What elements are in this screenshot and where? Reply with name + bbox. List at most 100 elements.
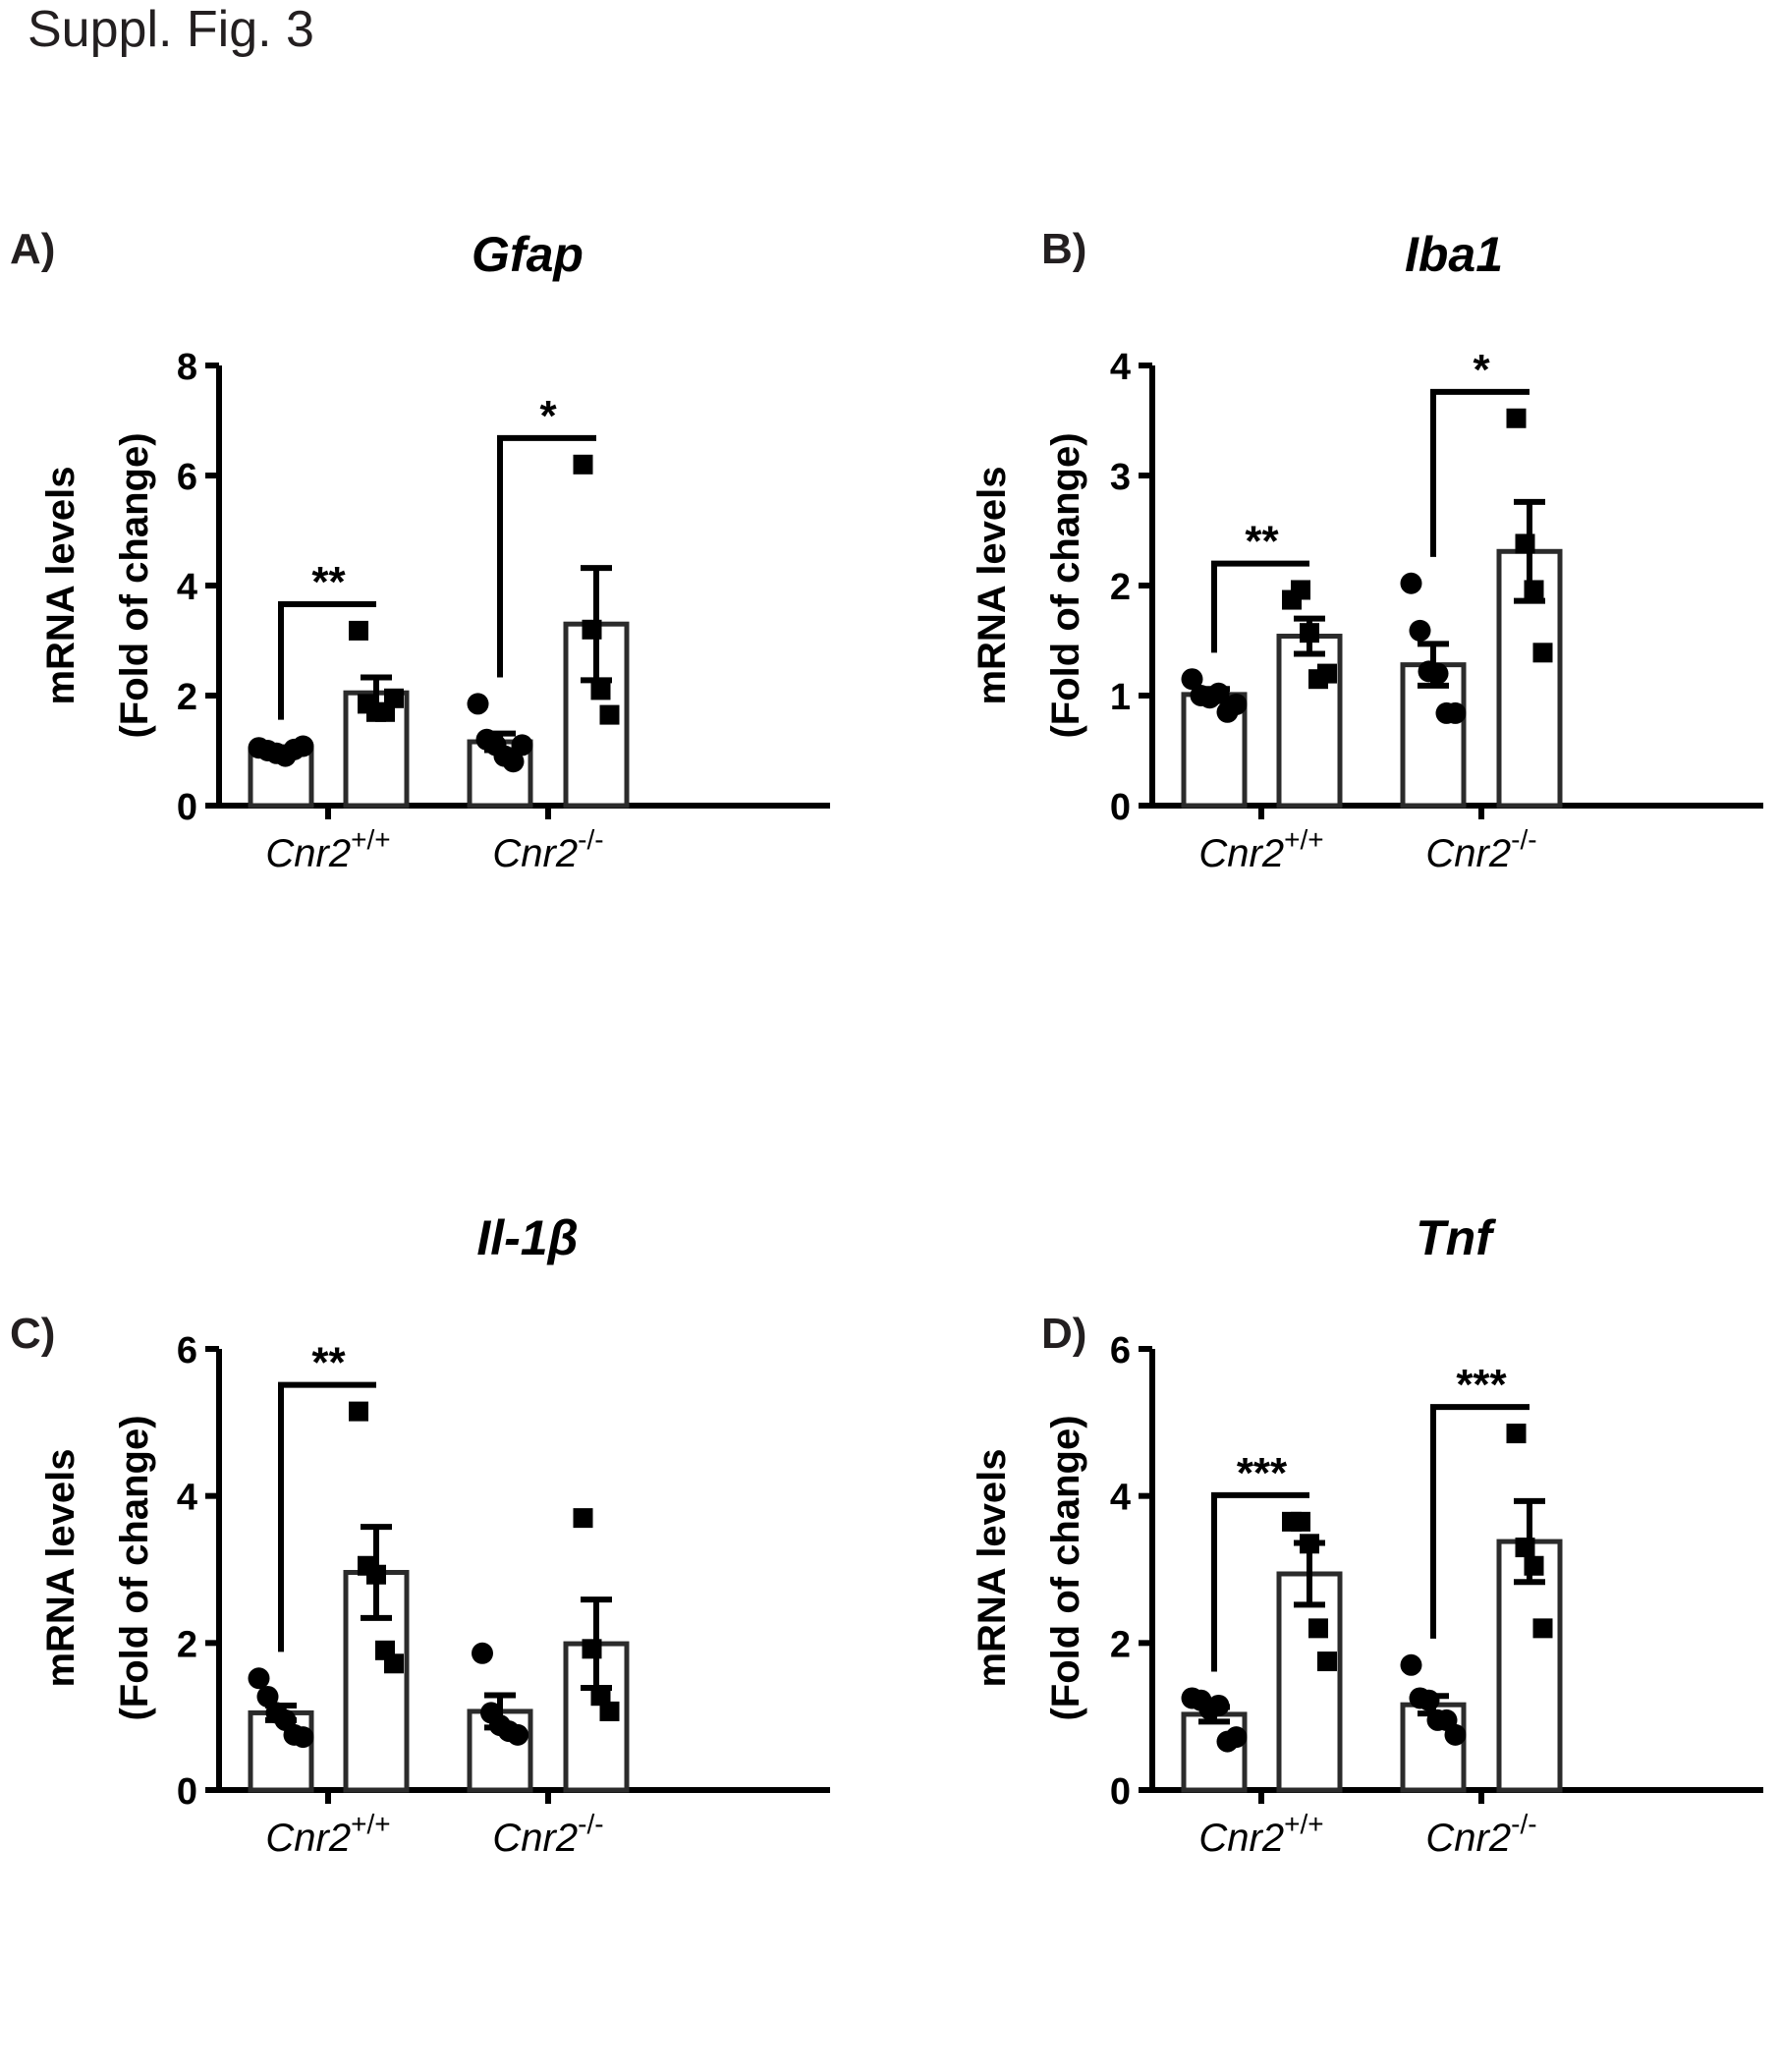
data-point-square — [1532, 1618, 1553, 1639]
significance-label: *** — [1237, 1449, 1288, 1497]
data-point-square — [1291, 580, 1310, 600]
data-point-circle — [1444, 1723, 1467, 1746]
data-point-square — [349, 1401, 368, 1422]
data-point-circle — [292, 1726, 314, 1749]
data-point-square — [1317, 663, 1337, 684]
y-axis-label: (Fold of change) — [1044, 1415, 1087, 1720]
y-axis-label: mRNA levels — [39, 1448, 83, 1687]
y-axis-label: (Fold of change) — [113, 1415, 156, 1720]
panel-title: Gfap — [472, 227, 584, 282]
figure-title: Suppl. Fig. 3 — [28, 1, 314, 58]
significance-bracket — [497, 434, 596, 678]
y-tick-label: 6 — [177, 457, 197, 498]
data-point-square — [1506, 408, 1527, 428]
y-axis-label: (Fold of change) — [1044, 432, 1087, 738]
y-tick-label: 6 — [177, 1330, 197, 1372]
y-tick-label: 4 — [177, 1478, 197, 1519]
genotype-superscript: +/+ — [351, 1809, 390, 1839]
data-point-circle — [292, 735, 314, 757]
significance-bracket — [1430, 1404, 1530, 1639]
data-point-circle — [1225, 1726, 1248, 1749]
panel-letter: D) — [1041, 1310, 1086, 1358]
x-tick-label: Cnr2+/+ — [1198, 824, 1323, 875]
panel-letter: B) — [1041, 225, 1086, 273]
genotype-superscript: -/- — [1511, 1809, 1536, 1839]
data-point-square — [384, 688, 404, 708]
panel-b: B) Iba1 mRNA levels (Fold of change) 0 1 2 3 4 Cn… — [971, 225, 1763, 875]
genotype-superscript: +/+ — [1284, 824, 1323, 855]
x-tick-label: Cnr2+/+ — [265, 1809, 390, 1860]
data-point-circle — [1444, 701, 1467, 724]
bar — [1276, 634, 1343, 809]
significance-bracket — [1211, 560, 1309, 653]
data-point-square — [1291, 1511, 1310, 1532]
significance-label: * — [1473, 346, 1490, 394]
y-tick-label: 2 — [177, 677, 197, 718]
data-point-circle — [511, 734, 533, 756]
significance-bracket — [278, 1381, 376, 1652]
y-tick-label: 0 — [177, 787, 197, 828]
significance-label: *** — [1456, 1361, 1507, 1409]
data-point-circle — [256, 1685, 279, 1708]
category-name: Cnr2 — [265, 1817, 351, 1860]
data-point-square — [599, 1701, 620, 1721]
significance-label: ** — [311, 1339, 346, 1387]
data-point-square — [573, 454, 593, 475]
data-point-circle — [1426, 662, 1449, 685]
panel-d: D) Tnf mRNA levels (Fold of change) 0 2 4 6 Cnr2… — [971, 1210, 1763, 1860]
data-point-circle — [467, 693, 489, 715]
x-tick-label: Cnr2-/- — [492, 824, 603, 875]
data-point-circle — [1418, 1689, 1440, 1711]
data-point-circle — [1409, 619, 1431, 642]
panel-title: Il-1β — [476, 1210, 578, 1265]
significance-label: * — [539, 392, 557, 440]
y-axis-label: mRNA levels — [971, 1448, 1014, 1687]
significance-label: ** — [311, 558, 346, 606]
significance-bracket — [278, 601, 376, 720]
y-axis-label: (Fold of change) — [113, 432, 156, 738]
category-name: Cnr2 — [1425, 1817, 1511, 1860]
data-point-square — [590, 1686, 611, 1707]
panel-title: Tnf — [1416, 1210, 1496, 1265]
y-tick-label: 6 — [1110, 1330, 1131, 1372]
y-tick-label: 2 — [1110, 1624, 1131, 1665]
data-point-circle — [1400, 1653, 1422, 1676]
data-point-square — [1506, 1424, 1527, 1444]
y-tick-label: 8 — [177, 347, 197, 388]
data-point-square — [1317, 1652, 1337, 1672]
y-tick-label: 1 — [1110, 677, 1131, 718]
data-point-square — [1532, 643, 1553, 663]
genotype-superscript: -/- — [578, 1809, 603, 1839]
panel-letter: C) — [10, 1310, 55, 1358]
genotype-superscript: -/- — [1511, 824, 1536, 855]
panel-c: C) Il-1β mRNA levels (Fold of change) 0 2 4 6 Cn… — [10, 1210, 830, 1860]
data-point-circle — [1181, 668, 1203, 691]
y-tick-label: 2 — [1110, 567, 1131, 608]
genotype-superscript: -/- — [578, 824, 603, 855]
x-tick-label: Cnr2-/- — [1425, 824, 1536, 875]
y-tick-label: 0 — [177, 1771, 197, 1813]
x-tick-label: Cnr2-/- — [492, 1809, 603, 1860]
significance-bracket — [1430, 388, 1530, 557]
y-tick-label: 4 — [177, 567, 197, 608]
significance-label: ** — [1245, 518, 1279, 566]
y-axis-label: mRNA levels — [39, 466, 83, 704]
x-tick-label: Cnr2+/+ — [265, 824, 390, 875]
category-name: Cnr2 — [265, 832, 351, 875]
panel-title: Iba1 — [1405, 227, 1503, 282]
significance-bracket — [1211, 1491, 1309, 1672]
category-name: Cnr2 — [492, 1817, 578, 1860]
data-point-square — [599, 704, 620, 725]
y-tick-label: 3 — [1110, 457, 1131, 498]
category-name: Cnr2 — [492, 832, 578, 875]
y-tick-label: 0 — [1110, 1771, 1131, 1813]
bar — [1181, 1711, 1248, 1793]
data-point-square — [384, 1653, 404, 1674]
panel-a: A) Gfap mRNA levels (Fold of change) 0 2 4 6 8 Cn… — [10, 225, 830, 875]
x-tick-label: Cnr2-/- — [1425, 1809, 1536, 1860]
panel-letter: A) — [10, 225, 55, 273]
genotype-superscript: +/+ — [351, 824, 390, 855]
genotype-superscript: +/+ — [1284, 1809, 1323, 1839]
category-name: Cnr2 — [1198, 832, 1284, 875]
